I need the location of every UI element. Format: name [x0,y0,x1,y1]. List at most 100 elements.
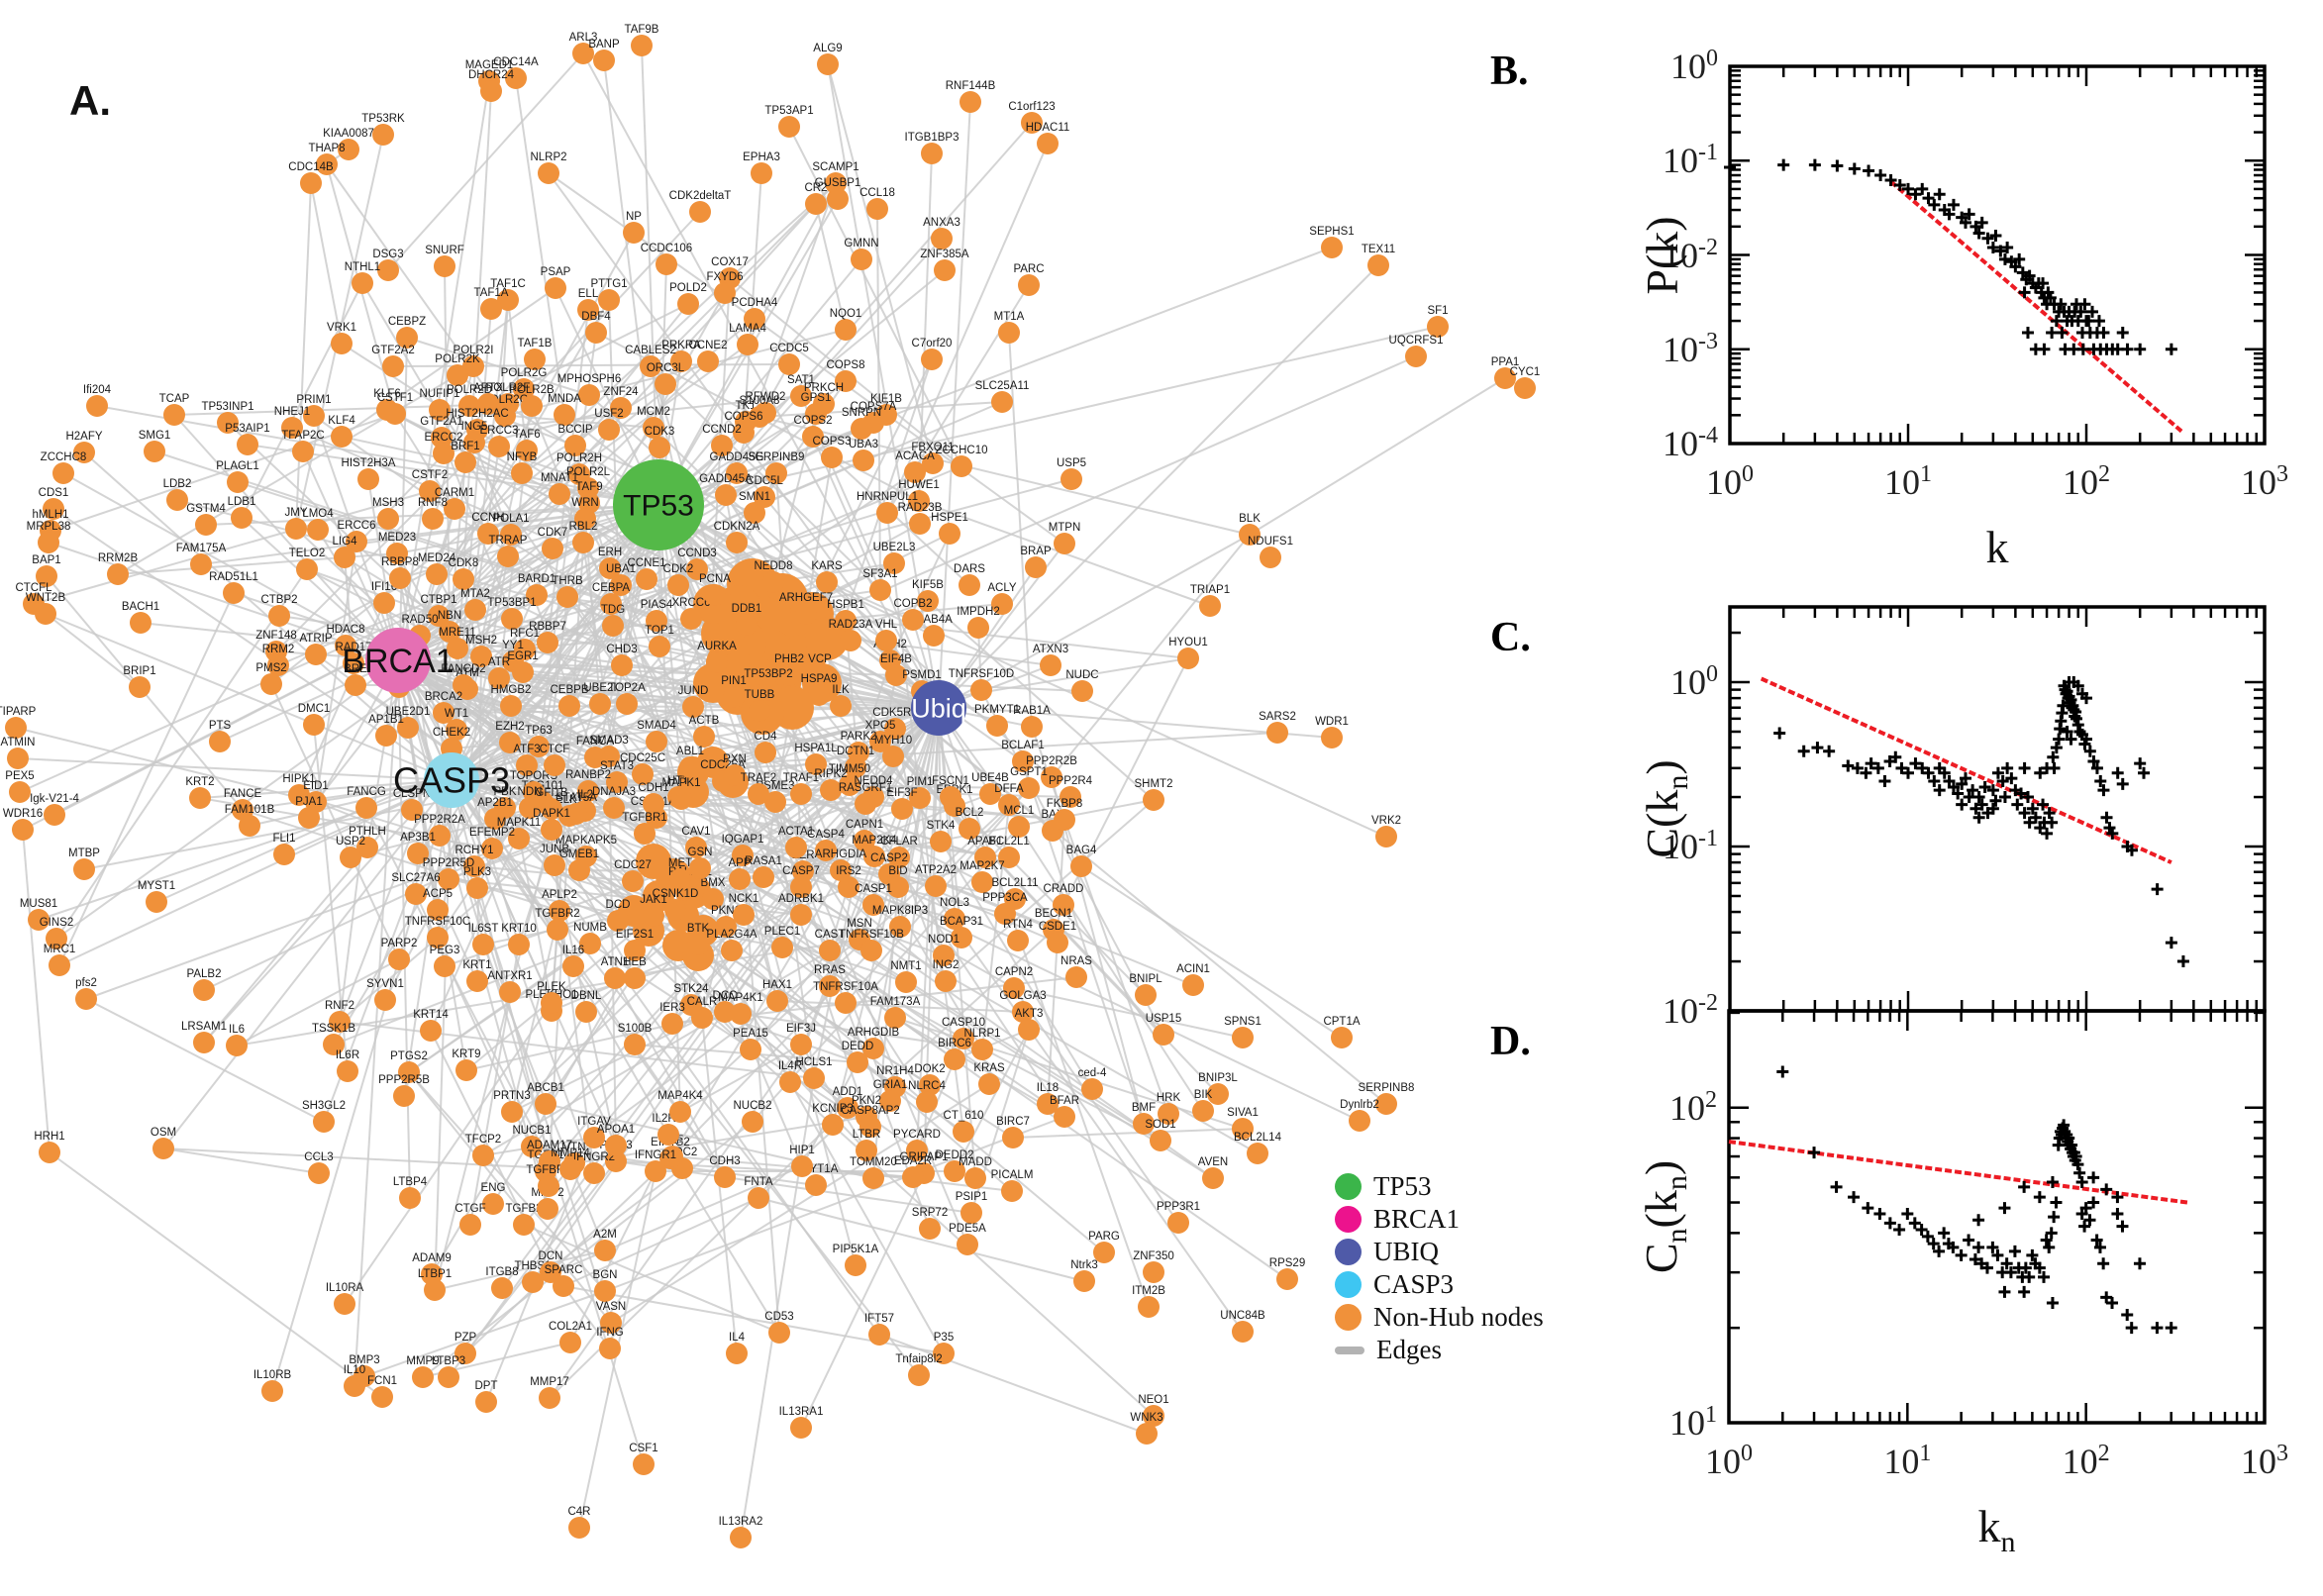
network-node: RBBP8 [381,556,419,589]
network-node: ZNF24 [603,386,639,419]
network-node: CSTF1 [377,392,413,425]
network-node: ING5 [461,421,487,453]
legend-label-ubiq: UBIQ [1373,1237,1439,1266]
node-label: MSH2 [465,635,497,647]
node-label: MSH3 [372,497,404,509]
network-node: PMS2 [255,662,287,695]
ytick-10e2-panel-D: 102 [1669,1086,1717,1128]
network-node: LAMA4 [729,323,766,355]
network-node: BRF1 [451,441,480,473]
node-label: DSG3 [372,249,403,260]
network-node: COPS2 [794,415,833,448]
network-node: CEBPZ [388,316,426,349]
network-node: LMO4 [302,508,334,541]
network-node: UBA3 [849,439,878,471]
network-node: MT1A [994,311,1025,344]
network-node: POLR2D [447,384,492,417]
node-label: RAD50 [401,614,438,626]
network-node: GPS1 [801,392,832,425]
network-node: ERH [598,547,622,579]
node-label: APTX [473,382,503,394]
node-label: CDK7 [538,527,568,539]
node-label: ZCCHC8 [41,451,87,463]
node-label: CABLES2 [625,345,676,356]
node-label: PSMD1 [902,669,942,681]
node-label: BRIP1 [123,665,155,677]
network-node: NLRP2 [530,151,567,184]
node-label: COPS7A [851,401,897,413]
node-label: ERH [598,547,622,558]
xtick-10e1-panel-D: 101 [1883,1441,1932,1481]
network-node: KIAA0087 [323,128,374,160]
network-node: MED23 [378,532,416,564]
node-label: GPS1 [801,392,832,404]
node-label: PRIM1 [296,394,331,406]
node-label: BRAP [1020,546,1052,557]
node-label: ATR [488,656,510,668]
node-label: ZNF385A [920,249,969,260]
network-node: CDK3 [645,426,674,458]
network-node: THAP8 [308,143,346,175]
network-node: ERCC6 [338,520,376,552]
node-label: GUSBP1 [815,177,861,189]
network-node: ORC3L [647,362,685,395]
node-label: MPHOSPH6 [557,373,622,385]
node-label: PRKCH [804,382,844,394]
node-label: HIST2H2AC [446,408,508,420]
node-label: KIAA0087 [323,128,374,140]
node-label: LAMA4 [729,323,766,335]
ytick-10e-3-panel-B: 10-3 [1663,328,1718,369]
network-node: PPP2R2B [1026,755,1077,788]
network-node: THRB [552,575,583,608]
node-label: CR2 [804,182,827,194]
node-label: EID1 [303,780,329,792]
node-label: EPHA3 [743,151,780,163]
node-label: VRK1 [327,322,356,334]
node-label: EIF4B [880,653,912,665]
xtick-10e2-panel-D: 102 [2062,1441,2110,1481]
node-label: POLR2D [447,384,492,396]
node-label: NUFIP1 [420,388,460,400]
network-node: NTHL1 [345,261,380,294]
network-node: USF2 [594,408,624,441]
node-label: CDC14A [493,56,539,68]
node-label: TAF6 [513,429,540,441]
network-node: HMGB2 [491,684,531,717]
network-node: CCDC106 [641,243,692,275]
network-node: USP5 [1057,457,1086,490]
node-label: RAB4A [915,614,953,626]
network-node: CDK7 [538,527,568,559]
node-label: TOP1 [645,625,674,637]
network-node: CDC14B [288,161,334,194]
network-node: GMNN [844,238,879,270]
node-label: PIM1 [907,776,934,788]
node-label: GSTM4 [186,503,226,515]
network-node: PTTG1 [590,278,628,311]
node-label: LDB2 [163,478,192,490]
node-label: TP53BP1 [487,597,536,609]
network-node: HUWE1 [898,479,940,512]
node-label: MRE11 [439,627,476,639]
node-label: ALG9 [813,43,842,54]
network-node: HDAC8 [327,624,364,656]
network-node: H2AFY [65,431,103,463]
network-node: HDAC11 [1026,122,1069,154]
network-node: TAF1C [490,278,526,311]
panel-a-label: A. [69,77,111,124]
network-node: GTF2A2 [371,345,415,377]
network-node: SMG1 [139,430,170,462]
node-label: BACH1 [122,601,159,613]
ytick-10e-2-panel-C: 10-2 [1663,990,1718,1031]
node-label: XRCC6 [672,597,711,609]
node-label: GTF2A1 [420,416,462,428]
node-label: HIST2H3A [342,457,396,469]
y-axis-title-panel-D: Cn(kn) [1636,1159,1694,1274]
network-node: TP53BP1 [487,597,537,630]
x-axis-title-panel-D: kn [1977,1501,2016,1559]
network-node: RAD23B [898,502,943,535]
node-label: TAF9B [625,24,659,36]
node-label: ERCC6 [338,520,376,532]
network-node: BRCA2 [425,691,462,724]
network-node: POLR2B [509,384,555,417]
